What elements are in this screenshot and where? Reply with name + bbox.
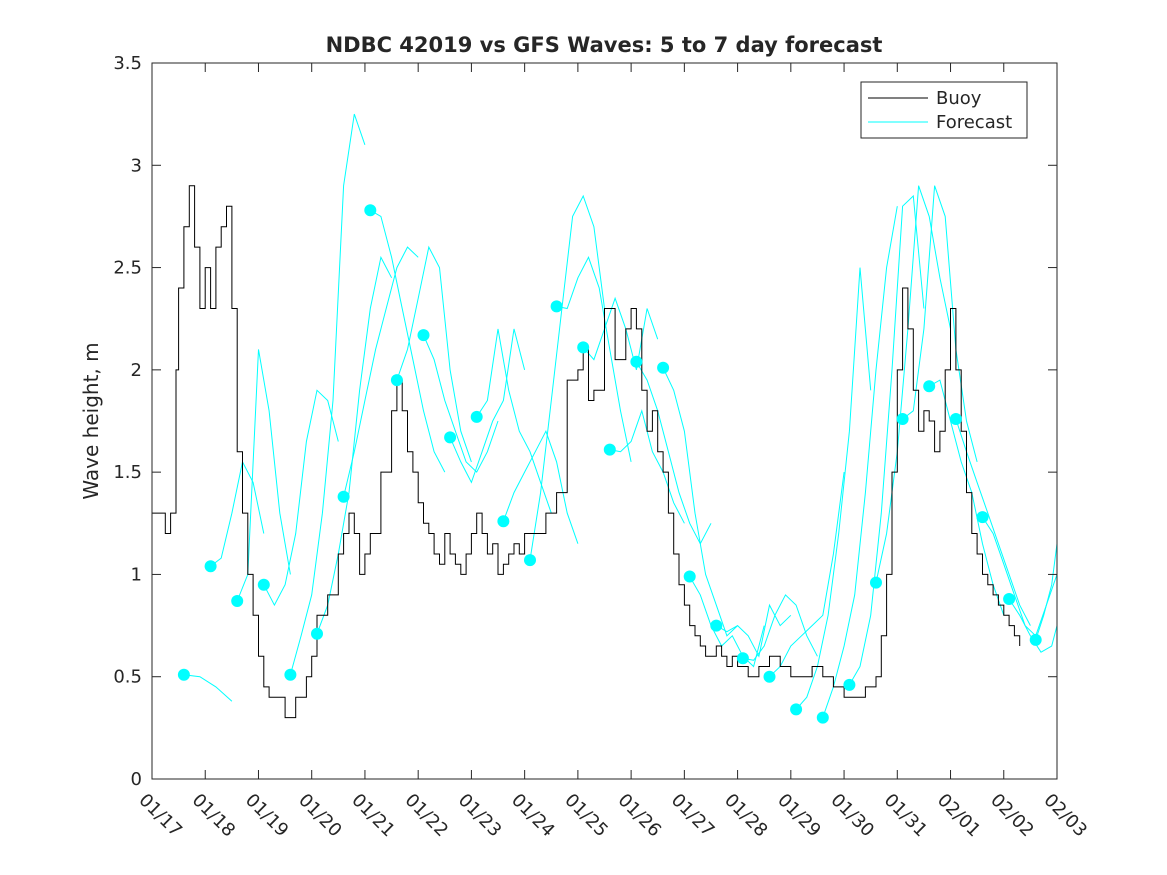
forecast-line-26 xyxy=(875,185,951,583)
forecast-marker-14 xyxy=(550,300,563,313)
forecast-marker-0 xyxy=(177,668,190,681)
forecast-line-25 xyxy=(848,194,925,686)
forecast-marker-29 xyxy=(949,413,962,425)
forecast-line-19 xyxy=(689,576,765,668)
y-tick-label-3: 1.5 xyxy=(113,462,142,483)
forecast-line-1 xyxy=(210,460,265,567)
forecast-line-3 xyxy=(263,389,339,607)
forecast-marker-17 xyxy=(630,355,643,368)
forecast-marker-22 xyxy=(763,670,776,683)
forecast-line-10 xyxy=(449,328,526,484)
legend: Buoy Forecast xyxy=(860,81,1028,139)
forecast-line-24 xyxy=(822,206,898,718)
forecast-line-0 xyxy=(183,674,233,702)
forecast-line-27 xyxy=(902,185,978,463)
x-tick-label-15: 02/01 xyxy=(933,790,985,842)
buoy-line xyxy=(152,185,1021,719)
x-tick-label-4: 01/21 xyxy=(347,790,399,842)
forecast-marker-5 xyxy=(311,627,323,640)
forecast-marker-26 xyxy=(870,576,882,589)
forecast-line-14 xyxy=(556,256,632,463)
forecast-line-12 xyxy=(502,429,579,544)
y-tick-label-0: 0 xyxy=(131,769,142,790)
forecast-marker-20 xyxy=(710,619,723,632)
y-tick-label-1: 0.5 xyxy=(113,667,142,688)
x-tick-label-2: 01/19 xyxy=(241,790,293,842)
forecast-marker-6 xyxy=(337,490,350,503)
forecast-line-7 xyxy=(370,209,446,473)
forecast-marker-10 xyxy=(444,431,457,444)
forecast-marker-18 xyxy=(657,361,670,374)
chart-title: NDBC 42019 vs GFS Waves: 5 to 7 day fore… xyxy=(326,33,883,57)
x-tick-label-5: 01/22 xyxy=(401,790,453,842)
forecast-marker-27 xyxy=(896,413,909,425)
x-tick-label-7: 01/24 xyxy=(507,790,559,842)
x-tick-label-12: 01/29 xyxy=(773,790,825,842)
x-tick-label-9: 01/26 xyxy=(614,790,666,842)
forecast-line-2 xyxy=(236,349,291,602)
forecast-line-20 xyxy=(716,603,792,658)
forecast-marker-8 xyxy=(390,374,403,387)
forecast-line-23 xyxy=(795,267,872,710)
forecast-line-11 xyxy=(476,328,552,514)
forecast-line-32 xyxy=(1035,543,1058,641)
axes-box xyxy=(151,62,1058,780)
forecast-line-22 xyxy=(769,472,845,678)
x-tick-label-13: 01/30 xyxy=(827,790,879,842)
series-layer xyxy=(152,113,1058,724)
forecast-line-8 xyxy=(396,245,472,463)
forecast-line-13 xyxy=(529,194,605,561)
forecast-marker-23 xyxy=(790,703,803,716)
forecast-line-17 xyxy=(635,361,712,545)
x-tick-label-8: 01/25 xyxy=(560,790,612,842)
x-tick-label-16: 02/02 xyxy=(986,790,1038,842)
forecast-line-5 xyxy=(316,255,393,634)
forecast-marker-15 xyxy=(577,341,590,354)
forecast-marker-32 xyxy=(1029,633,1042,646)
forecast-line-21 xyxy=(742,594,818,661)
forecast-marker-13 xyxy=(524,554,536,567)
legend-forecast-label: Forecast xyxy=(936,112,1012,133)
forecast-marker-19 xyxy=(683,570,696,583)
y-tick-label-5: 2.5 xyxy=(113,258,142,279)
forecast-marker-11 xyxy=(470,410,483,423)
forecast-marker-21 xyxy=(736,652,749,665)
legend-box xyxy=(860,81,1028,139)
x-tick-label-0: 01/17 xyxy=(134,790,186,842)
y-tick-label-7: 3.5 xyxy=(113,53,142,74)
forecast-marker-4 xyxy=(284,668,297,681)
forecast-marker-30 xyxy=(976,511,989,524)
y-tick-label-4: 2 xyxy=(131,360,142,381)
forecast-marker-31 xyxy=(1003,593,1016,605)
forecast-line-4 xyxy=(289,113,366,675)
forecast-marker-1 xyxy=(204,560,217,573)
forecast-marker-3 xyxy=(257,578,270,591)
forecast-marker-7 xyxy=(364,204,377,217)
forecast-marker-16 xyxy=(603,443,616,456)
forecast-line-6 xyxy=(343,246,419,497)
x-tick-label-6: 01/23 xyxy=(454,790,506,842)
forecast-marker-28 xyxy=(923,380,936,393)
y-tick-label-2: 1 xyxy=(131,564,142,585)
forecast-marker-24 xyxy=(816,711,829,724)
forecast-marker-12 xyxy=(497,515,510,528)
forecast-marker-25 xyxy=(843,678,856,691)
forecast-line-29 xyxy=(955,418,1031,626)
legend-buoy-label: Buoy xyxy=(936,88,982,109)
forecast-line-15 xyxy=(582,296,659,371)
x-tick-label-1: 01/18 xyxy=(188,790,240,842)
x-tick-label-14: 01/31 xyxy=(880,790,932,842)
y-axis-label: Wave height, m xyxy=(79,342,103,499)
forecast-marker-9 xyxy=(417,329,430,342)
x-tick-label-11: 01/28 xyxy=(720,790,772,842)
x-tick-label-10: 01/27 xyxy=(667,790,719,842)
forecast-marker-2 xyxy=(231,595,244,607)
x-tick-label-17: 02/03 xyxy=(1039,790,1091,842)
forecast-line-9 xyxy=(423,334,499,473)
x-tick-label-3: 01/20 xyxy=(294,790,346,842)
y-tick-label-6: 3 xyxy=(131,155,142,176)
